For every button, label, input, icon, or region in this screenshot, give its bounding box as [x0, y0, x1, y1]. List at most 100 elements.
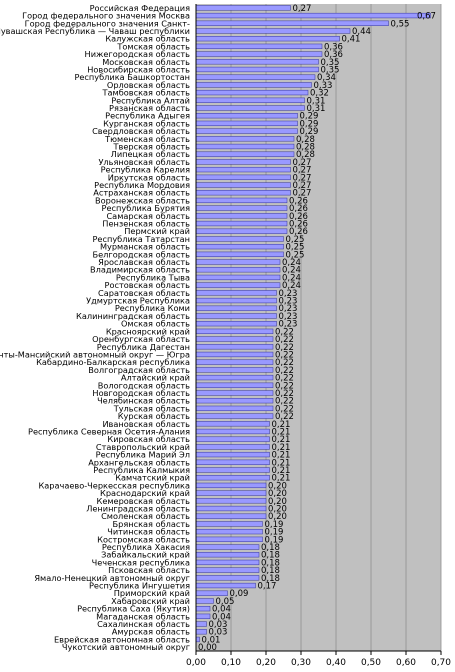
category-label: Республика Алтай: [111, 95, 190, 105]
bar: [195, 297, 277, 304]
category-label: Чувашская Республика — Чаваш республики: [0, 26, 190, 36]
bar: [195, 413, 274, 419]
bar: [195, 467, 270, 473]
category-label: Республика Хакасия: [102, 542, 190, 552]
bar: [195, 220, 288, 227]
bar-value-label: 0,18: [261, 558, 280, 568]
bar-value-label: 0,03: [209, 620, 228, 630]
bar: [195, 336, 274, 342]
bar: [195, 28, 351, 34]
bar-value-label: 0,03: [209, 628, 228, 638]
category-label: Ставропольский край: [96, 442, 190, 452]
category-label: Волгоградская область: [88, 365, 190, 375]
category-label: Ивановская область: [102, 419, 190, 429]
bar-value-label: 0,22: [275, 412, 294, 422]
bar: [195, 128, 298, 134]
bar: [195, 113, 298, 119]
bar-value-label: 0,04: [212, 612, 231, 622]
category-label: Калужская область: [105, 34, 190, 44]
category-label: Республика Северная Осетия-Алания: [28, 426, 190, 436]
bar: [195, 136, 295, 142]
bar-value-label: 0,23: [279, 320, 298, 330]
bar: [195, 344, 274, 350]
bar: [195, 151, 295, 157]
bar-value-label: 0,25: [286, 235, 305, 245]
category-label: Вологодская область: [98, 380, 190, 390]
x-tick-label: 0,70: [431, 658, 451, 668]
bar: [195, 605, 211, 612]
bar: [195, 174, 291, 180]
category-label: Ямало-Ненецкий автономный округ: [34, 573, 190, 583]
category-label: Ульяновская область: [98, 157, 190, 167]
x-axis-ticks: 0,00 0,10 0,20 0,30 0,40 0,50 0,60 0,70: [186, 651, 451, 668]
bar: [195, 421, 270, 427]
bar: [195, 205, 288, 211]
bar-value-label: 0,24: [282, 266, 301, 276]
bar-value-label: 0,20: [268, 505, 287, 515]
category-label: Ханты-Мансийский автономный округ — Югра: [0, 349, 190, 359]
category-label: Тамбовская область: [102, 88, 191, 98]
bar: [195, 36, 340, 42]
bar-value-label: 0,26: [289, 212, 308, 222]
category-label: Новосибирская область: [87, 64, 190, 74]
bar: [195, 482, 267, 489]
category-label: Республика Саха (Якутия): [77, 604, 190, 614]
bar: [195, 267, 281, 273]
category-label: Кабардино-Балкарская республика: [36, 357, 190, 367]
bar: [195, 97, 305, 103]
bar: [195, 575, 260, 581]
bar-value-label: 0,33: [314, 81, 333, 91]
bar: [195, 513, 267, 519]
category-label: Свердловская область: [92, 126, 190, 136]
category-label: Республика Ингушетия: [89, 581, 190, 591]
bar: [195, 12, 431, 19]
bar-value-label: 0,28: [296, 142, 315, 152]
bar: [195, 590, 228, 596]
bar-value-label: 0,05: [216, 597, 235, 607]
bar-value-label: 0,36: [324, 50, 343, 60]
bar-value-label: 0,22: [275, 381, 294, 391]
bar: [195, 359, 274, 365]
bar-value-label: 0,27: [293, 173, 312, 183]
category-label: Пермский край: [124, 226, 190, 236]
bar-value-label: 0,18: [261, 551, 280, 561]
bar: [195, 636, 200, 643]
category-label: Брянская область: [113, 519, 191, 529]
bar-value-label: 0,19: [265, 528, 284, 538]
bar-value-label: 0,19: [265, 535, 284, 545]
bar-value-label: 0,18: [261, 574, 280, 584]
bar-value-label: 0,25: [286, 243, 305, 253]
bar-value-label: 0,20: [268, 512, 287, 522]
bar: [195, 5, 291, 11]
category-label: Чеченская республика: [92, 557, 190, 567]
category-label: Мурманская область: [100, 242, 190, 252]
category-label: Чукотский автономный округ: [62, 642, 190, 652]
bar-value-label: 0,24: [282, 273, 301, 283]
category-label: Республика Мордовия: [94, 180, 190, 190]
bar-value-label: 0,22: [275, 404, 294, 414]
bar: [195, 459, 270, 465]
category-label: Амурская область: [112, 627, 190, 637]
bar: [195, 290, 277, 296]
bar-value-label: 0,19: [265, 520, 284, 530]
category-label: Нижегородская область: [85, 49, 191, 59]
bar-value-label: 0,22: [275, 358, 294, 368]
bar-value-label: 0,04: [212, 605, 231, 615]
category-label: Астраханская область: [93, 188, 190, 198]
category-label: Алтайский край: [121, 373, 190, 383]
category-label: Тюменская область: [104, 134, 190, 144]
bar-value-label: 0,21: [272, 466, 291, 476]
category-label: Хабаровский край: [111, 596, 190, 606]
bar: [195, 166, 291, 173]
bar-value-label: 0,27: [293, 166, 312, 176]
category-label: Читинская область: [107, 527, 190, 537]
bar-value-label: 0,23: [279, 304, 298, 314]
category-label: Иркутская область: [108, 172, 190, 182]
bar-value-label: 0,44: [352, 27, 371, 37]
x-tick-label: 0,00: [186, 658, 206, 668]
category-label: Оренбургская область: [92, 334, 190, 344]
category-label: Калининградская область: [76, 311, 190, 321]
x-tick-label: 0,40: [326, 658, 346, 668]
bar-value-label: 0,21: [272, 435, 291, 445]
category-label: Ярославская область: [98, 257, 190, 267]
